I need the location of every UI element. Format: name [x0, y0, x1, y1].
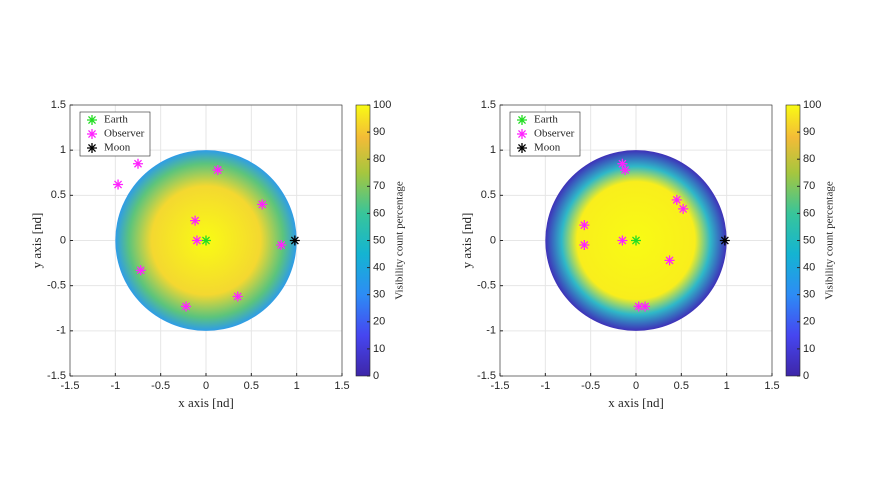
- colorbar-tick-label: 50: [803, 234, 815, 246]
- legend-label: Earth: [534, 114, 558, 126]
- marker: [201, 235, 211, 246]
- x-tick-label: -0.5: [151, 380, 170, 392]
- legend-label: Observer: [534, 128, 575, 140]
- colorbar-tick-label: 0: [373, 370, 379, 382]
- x-tick-label: 1: [294, 380, 300, 392]
- y-tick-label: 0: [490, 234, 496, 246]
- x-tick-label: -1: [110, 380, 120, 392]
- colorbar-tick-label: 70: [803, 180, 815, 192]
- marker: [289, 235, 300, 246]
- x-tick-label: 1: [724, 380, 730, 392]
- legend-marker: [87, 115, 97, 125]
- y-tick-label: 1.5: [51, 99, 66, 111]
- marker: [191, 235, 202, 246]
- marker: [232, 291, 243, 302]
- colorbar-tick-label: 80: [803, 153, 815, 165]
- marker: [633, 301, 644, 312]
- colorbar-tick-label: 100: [373, 99, 391, 111]
- marker: [678, 203, 689, 214]
- x-tick-label: 0.5: [244, 380, 259, 392]
- colorbar-tick-label: 60: [803, 207, 815, 219]
- x-axis-label: x axis [nd]: [608, 395, 664, 410]
- y-tick-label: 0.5: [481, 189, 496, 201]
- marker: [617, 158, 628, 169]
- y-tick-label: 1.5: [481, 99, 496, 111]
- marker: [190, 215, 201, 226]
- y-tick-label: 1: [60, 144, 66, 156]
- marker: [671, 194, 682, 205]
- marker: [113, 179, 124, 190]
- colorbar-tick-label: 10: [803, 343, 815, 355]
- marker: [181, 301, 192, 312]
- marker: [257, 199, 268, 210]
- legend-label: Moon: [104, 142, 131, 154]
- colorbar-tick-label: 90: [373, 126, 385, 138]
- x-tick-label: -1.5: [61, 380, 80, 392]
- colorbar-tick-label: 20: [373, 316, 385, 328]
- marker: [579, 240, 590, 251]
- colorbar-tick-label: 40: [803, 262, 815, 274]
- y-tick-label: 0: [60, 234, 66, 246]
- x-tick-label: -1: [540, 380, 550, 392]
- marker: [579, 220, 590, 231]
- marker: [664, 255, 675, 266]
- x-tick-label: -0.5: [581, 380, 600, 392]
- x-tick-label: 0: [633, 380, 639, 392]
- colorbar-tick-label: 50: [373, 234, 385, 246]
- legend-label: Moon: [534, 142, 561, 154]
- colorbar-tick-label: 100: [803, 99, 821, 111]
- x-tick-label: 1.5: [334, 380, 349, 392]
- y-tick-label: -1.5: [477, 370, 496, 382]
- y-tick-label: -1: [56, 325, 66, 337]
- legend-marker: [517, 143, 527, 153]
- marker: [617, 235, 628, 246]
- marker: [620, 165, 631, 176]
- y-tick-label: 0.5: [51, 189, 66, 201]
- x-tick-label: 1.5: [764, 380, 779, 392]
- marker: [276, 240, 287, 251]
- colorbar-tick-label: 10: [373, 343, 385, 355]
- legend-label: Earth: [104, 114, 128, 126]
- colorbar-tick-label: 90: [803, 126, 815, 138]
- legend-marker: [87, 129, 97, 139]
- y-tick-label: -0.5: [47, 280, 66, 292]
- marker: [212, 165, 223, 176]
- colorbar-label: Visibility count percentage: [394, 181, 406, 300]
- colorbar-tick-label: 30: [373, 289, 385, 301]
- colorbar-tick-label: 40: [373, 262, 385, 274]
- x-tick-label: 0: [203, 380, 209, 392]
- marker: [719, 235, 730, 246]
- colorbar-tick-label: 30: [803, 289, 815, 301]
- y-tick-label: -1: [486, 325, 496, 337]
- y-tick-label: -0.5: [477, 280, 496, 292]
- x-axis-label: x axis [nd]: [178, 395, 234, 410]
- colorbar-tick-label: 60: [373, 207, 385, 219]
- x-tick-label: -1.5: [491, 380, 510, 392]
- colorbar-label: Visibility count percentage: [824, 181, 836, 300]
- legend-marker: [517, 115, 527, 125]
- y-tick-label: 1: [490, 144, 496, 156]
- colorbar-tick-label: 80: [373, 153, 385, 165]
- x-tick-label: 0.5: [674, 380, 689, 392]
- y-axis-label: y axis [nd]: [29, 213, 44, 269]
- y-tick-label: -1.5: [47, 370, 66, 382]
- marker: [640, 301, 651, 312]
- legend-marker: [517, 129, 527, 139]
- marker: [135, 265, 146, 276]
- marker: [133, 158, 143, 169]
- colorbar-tick-label: 70: [373, 180, 385, 192]
- marker: [631, 235, 641, 246]
- colorbar-tick-label: 20: [803, 316, 815, 328]
- y-axis-label: y axis [nd]: [459, 213, 474, 269]
- colorbar-tick-label: 0: [803, 370, 809, 382]
- legend-label: Observer: [104, 128, 145, 140]
- legend-marker: [87, 143, 97, 153]
